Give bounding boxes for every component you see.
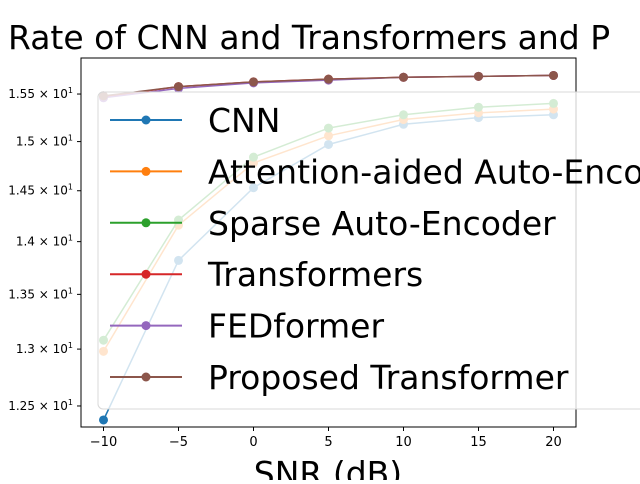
legend-box [97, 91, 640, 410]
legend-marker [141, 269, 151, 279]
data-point [549, 70, 558, 80]
y-tick-mantissa: 1.35 × 10 [8, 287, 68, 301]
x-tick-label: −10 [90, 435, 117, 450]
legend-marker [141, 218, 151, 228]
y-tick-exponent: 1 [68, 341, 73, 350]
data-point [474, 71, 483, 81]
x-tick-label: 15 [470, 435, 487, 450]
y-tick-mantissa: 1.5 × 10 [16, 135, 68, 149]
y-tick-label: 1.4 × 101 [16, 234, 73, 249]
y-tick-label: 1.35 × 101 [8, 286, 73, 301]
y-tick-mantissa: 1.3 × 10 [16, 342, 68, 356]
chart-title: Rate of CNN and Transformers and P [8, 18, 610, 57]
legend-label: Transformers [207, 255, 423, 294]
y-tick-label: 1.45 × 101 [8, 183, 73, 198]
y-tick-exponent: 1 [68, 183, 73, 192]
y-tick-mantissa: 1.25 × 10 [8, 399, 68, 413]
legend-label: FEDformer [208, 307, 384, 346]
y-tick-mantissa: 1.55 × 10 [8, 87, 68, 101]
y-tick-label: 1.3 × 101 [16, 341, 73, 356]
x-tick-label: −5 [169, 435, 188, 450]
y-tick-exponent: 1 [68, 86, 73, 95]
x-tick-label: 0 [249, 435, 257, 450]
y-tick-label: 1.25 × 101 [8, 398, 73, 413]
legend-marker [141, 321, 151, 331]
x-tick-label: 20 [545, 435, 562, 450]
y-tick-label: 1.5 × 101 [16, 134, 73, 149]
legend-label: CNN [208, 101, 280, 140]
legend-marker [141, 115, 151, 125]
y-tick-exponent: 1 [68, 234, 73, 243]
y-tick-exponent: 1 [68, 134, 73, 143]
y-tick-mantissa: 1.45 × 10 [8, 184, 68, 198]
legend-label: Attention-aided Auto-Encoder [208, 152, 640, 191]
legend-marker [141, 166, 151, 176]
y-tick-mantissa: 1.4 × 10 [16, 235, 68, 249]
data-point [99, 415, 108, 425]
x-tick-label: 5 [324, 435, 332, 450]
legend-label: Sparse Auto-Encoder [208, 204, 556, 243]
data-point [324, 74, 333, 84]
y-tick-exponent: 1 [68, 398, 73, 407]
legend-label: Proposed Transformer [208, 358, 569, 397]
data-point [249, 77, 258, 87]
legend-marker [141, 372, 151, 382]
y-tick-exponent: 1 [68, 286, 73, 295]
data-point [399, 72, 408, 82]
data-point [174, 82, 183, 92]
y-tick-label: 1.55 × 101 [8, 86, 73, 101]
x-tick-label: 10 [395, 435, 412, 450]
x-axis-label: SNR (dB) [254, 454, 402, 480]
